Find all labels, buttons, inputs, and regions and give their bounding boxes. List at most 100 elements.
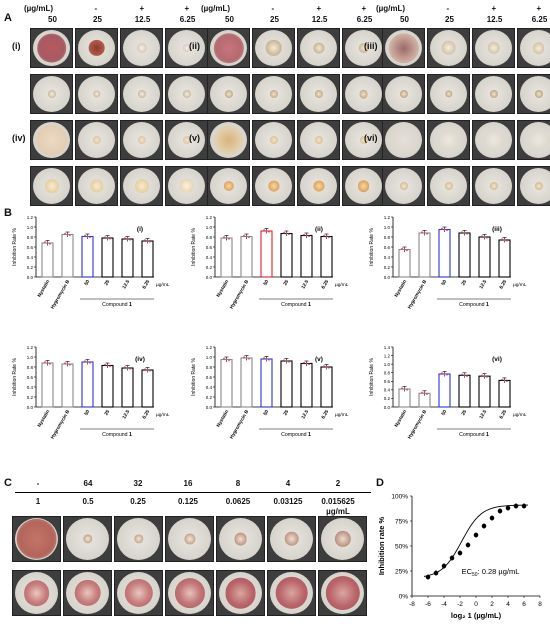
data-point bbox=[441, 227, 443, 230]
panel-letter-d: D bbox=[376, 477, 384, 489]
concentration-label: 12.5 bbox=[311, 15, 328, 24]
data-point bbox=[285, 360, 288, 362]
y-axis-label: Inhibition Rate % bbox=[191, 228, 197, 266]
fungal-colony bbox=[134, 179, 149, 193]
chart-title: (iv) bbox=[135, 356, 145, 363]
fungal-colony bbox=[265, 39, 282, 57]
petri-plate bbox=[517, 74, 550, 114]
data-point bbox=[421, 391, 423, 394]
petri-dish bbox=[475, 76, 512, 112]
x-tick-label: 12.5 bbox=[300, 279, 310, 290]
data-point bbox=[433, 570, 439, 576]
bar bbox=[498, 239, 511, 278]
petri-plate bbox=[342, 74, 385, 114]
bar bbox=[81, 235, 94, 278]
x-tick-label: 12.5 bbox=[300, 409, 310, 420]
bar-chart: 0.0 0.2 0.4 0.6 0.8 1.0 1.2 1.4 Inhibition Rate … bbox=[369, 345, 527, 440]
data-point bbox=[285, 232, 288, 235]
y-tick-label: 50% bbox=[395, 544, 408, 551]
petri-dish bbox=[321, 572, 364, 614]
y-tick-label: 0% bbox=[399, 594, 409, 601]
unit-label: µg/mL bbox=[156, 412, 170, 418]
y-tick-label: 0.2 bbox=[27, 395, 34, 400]
petri-plate bbox=[207, 166, 250, 206]
x-tick-label: 25 bbox=[460, 409, 468, 417]
unit-label: µg/mL bbox=[156, 282, 170, 288]
petri-dish bbox=[385, 122, 422, 158]
petri-plate bbox=[30, 120, 73, 160]
fungal-colony bbox=[82, 534, 93, 544]
petri-dish bbox=[168, 518, 211, 560]
fungal-colony bbox=[133, 534, 144, 544]
petri-plate bbox=[216, 516, 265, 562]
unit-label: (µg/mL) bbox=[24, 4, 54, 13]
petri-dish bbox=[168, 572, 211, 614]
y-axis-label: Inhibition Rate % bbox=[12, 228, 18, 266]
y-tick-label: 0.6 bbox=[206, 245, 213, 250]
bar bbox=[320, 235, 333, 278]
fungal-colony bbox=[136, 42, 147, 54]
y-tick-label: 0.8 bbox=[206, 365, 213, 370]
y-tick-label: 0.4 bbox=[384, 255, 391, 260]
c-unit-label: µg/mL bbox=[326, 507, 350, 516]
petri-dish bbox=[123, 76, 160, 112]
x-tick-label: 2 bbox=[490, 601, 494, 608]
x-tick-label: Hygromycin B bbox=[407, 409, 429, 441]
data-point bbox=[245, 235, 248, 238]
petri-plate bbox=[252, 28, 295, 68]
data-point bbox=[481, 523, 487, 529]
petri-dish bbox=[33, 76, 70, 112]
c-top-label: 2 bbox=[335, 479, 341, 488]
fungal-colony bbox=[44, 179, 59, 193]
petri-dish bbox=[15, 518, 58, 560]
data-point bbox=[243, 356, 245, 359]
fungal-colony bbox=[334, 530, 351, 548]
x-tick-label: 6.25 bbox=[320, 409, 330, 420]
bar bbox=[398, 388, 411, 408]
x-tick-label: 6.25 bbox=[498, 409, 508, 420]
petri-dish bbox=[385, 76, 422, 112]
c-bottom-label: 0.125 bbox=[177, 497, 199, 506]
y-tick-label: 0.8 bbox=[384, 235, 391, 240]
fungal-colony bbox=[489, 182, 498, 190]
petri-dish bbox=[117, 518, 160, 560]
petri-dish bbox=[33, 168, 70, 204]
x-axis-label: log₂ 1 (µg/mL) bbox=[451, 611, 502, 620]
x-tick-label: 50 bbox=[440, 279, 448, 287]
petri-dish bbox=[33, 122, 70, 158]
fungal-colony bbox=[182, 90, 191, 98]
fungal-colony bbox=[137, 90, 146, 98]
y-tick-label: 0.8 bbox=[384, 371, 391, 376]
c-bottom-label: 0.03125 bbox=[273, 497, 303, 506]
data-point bbox=[425, 574, 431, 580]
concentration-label: 25 bbox=[270, 15, 279, 24]
petri-plate bbox=[382, 166, 425, 206]
petri-plate bbox=[427, 28, 470, 68]
petri-plate bbox=[114, 570, 163, 616]
x-tick-label: 6.25 bbox=[141, 409, 151, 420]
unit-label: (µg/mL) bbox=[376, 4, 406, 13]
petri-plate bbox=[30, 166, 73, 206]
x-tick-label: 6 bbox=[522, 601, 526, 608]
fungal-colony bbox=[47, 90, 56, 98]
x-tick-label: 12.5 bbox=[478, 409, 488, 420]
data-point bbox=[506, 380, 508, 383]
petri-dish bbox=[520, 168, 550, 204]
data-point bbox=[223, 357, 225, 360]
y-tick-label: 0.2 bbox=[206, 395, 213, 400]
x-tick-label: Nystatin bbox=[394, 279, 409, 298]
fungal-colony bbox=[314, 90, 323, 98]
data-point bbox=[223, 236, 225, 239]
c-top-label: 64 bbox=[83, 479, 93, 488]
petri-plate bbox=[165, 28, 208, 68]
data-point bbox=[49, 362, 51, 365]
compound-label: Compound 1 bbox=[459, 302, 489, 308]
unit-label: µg/mL bbox=[513, 412, 527, 418]
bar bbox=[458, 232, 471, 278]
data-point bbox=[441, 372, 443, 375]
sign-label: + bbox=[139, 4, 145, 13]
concentration-label: 12.5 bbox=[134, 15, 151, 24]
petri-plate bbox=[517, 28, 550, 68]
panel-b-charts: 0.0 0.2 0.4 0.6 0.8 1.0 1.2 Inhibition Rate % (i… bbox=[12, 215, 527, 440]
compound-number: 1 bbox=[486, 302, 489, 308]
